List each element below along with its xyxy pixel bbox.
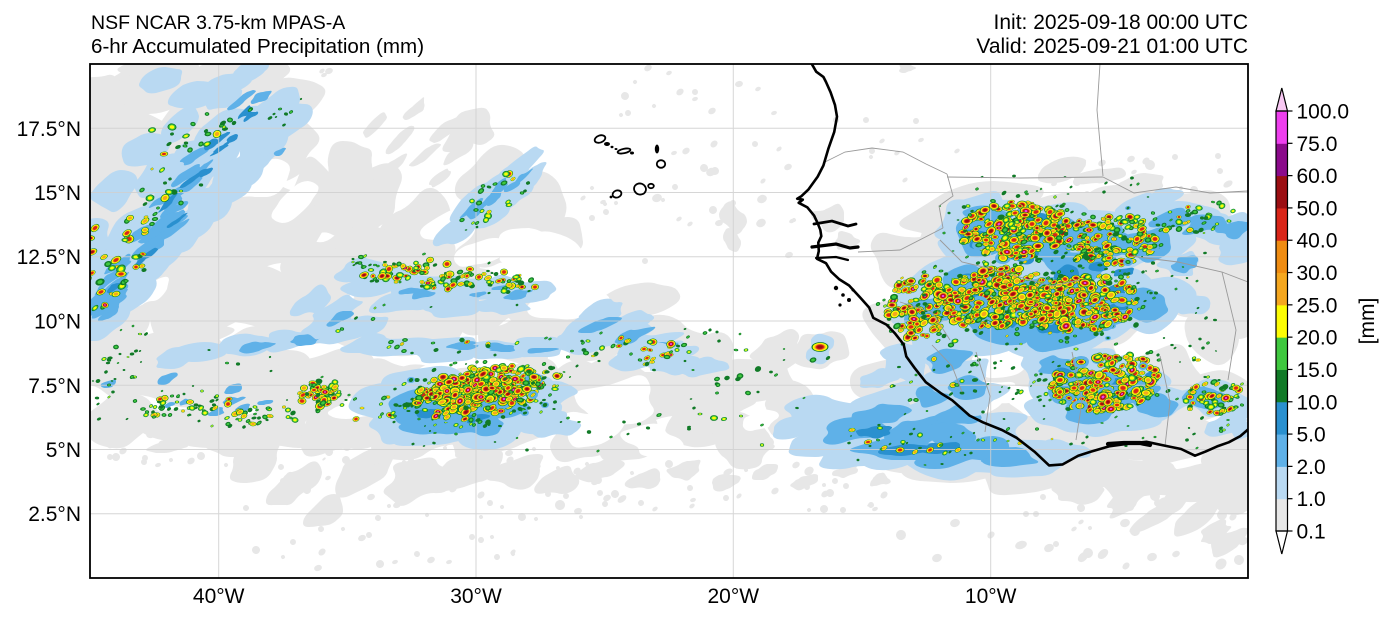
svg-text:[mm]: [mm]	[1356, 298, 1379, 345]
svg-text:Init: 2025-09-18 00:00 UTC: Init: 2025-09-18 00:00 UTC	[994, 11, 1248, 34]
svg-text:Valid: 2025-09-21 01:00 UTC: Valid: 2025-09-21 01:00 UTC	[976, 35, 1248, 58]
svg-text:30°W: 30°W	[450, 585, 502, 608]
svg-text:50.0: 50.0	[1297, 197, 1338, 220]
svg-text:NSF NCAR 3.75-km MPAS-A: NSF NCAR 3.75-km MPAS-A	[91, 12, 345, 34]
svg-text:30.0: 30.0	[1297, 262, 1338, 285]
svg-text:6-hr Accumulated Precipitation: 6-hr Accumulated Precipitation (mm)	[91, 35, 424, 58]
svg-text:1.0: 1.0	[1297, 488, 1326, 511]
svg-text:15.0: 15.0	[1297, 359, 1338, 382]
svg-text:2.0: 2.0	[1297, 456, 1326, 479]
svg-text:25.0: 25.0	[1297, 294, 1338, 317]
svg-text:12.5°N: 12.5°N	[17, 246, 81, 269]
svg-text:10°N: 10°N	[34, 311, 81, 334]
svg-text:20°W: 20°W	[708, 585, 760, 608]
svg-text:7.5°N: 7.5°N	[28, 375, 81, 398]
svg-text:40°W: 40°W	[193, 585, 245, 608]
svg-text:20.0: 20.0	[1297, 327, 1338, 350]
svg-text:17.5°N: 17.5°N	[17, 118, 81, 141]
svg-text:75.0: 75.0	[1297, 133, 1338, 156]
svg-text:10.0: 10.0	[1297, 391, 1338, 414]
svg-text:100.0: 100.0	[1297, 101, 1350, 124]
svg-text:60.0: 60.0	[1297, 165, 1338, 188]
svg-text:40.0: 40.0	[1297, 230, 1338, 253]
svg-text:15°N: 15°N	[34, 182, 81, 205]
svg-text:2.5°N: 2.5°N	[28, 503, 81, 526]
svg-text:10°W: 10°W	[965, 585, 1017, 608]
svg-text:5°N: 5°N	[46, 439, 81, 462]
svg-text:5.0: 5.0	[1297, 424, 1326, 447]
svg-text:0.1: 0.1	[1297, 521, 1326, 544]
